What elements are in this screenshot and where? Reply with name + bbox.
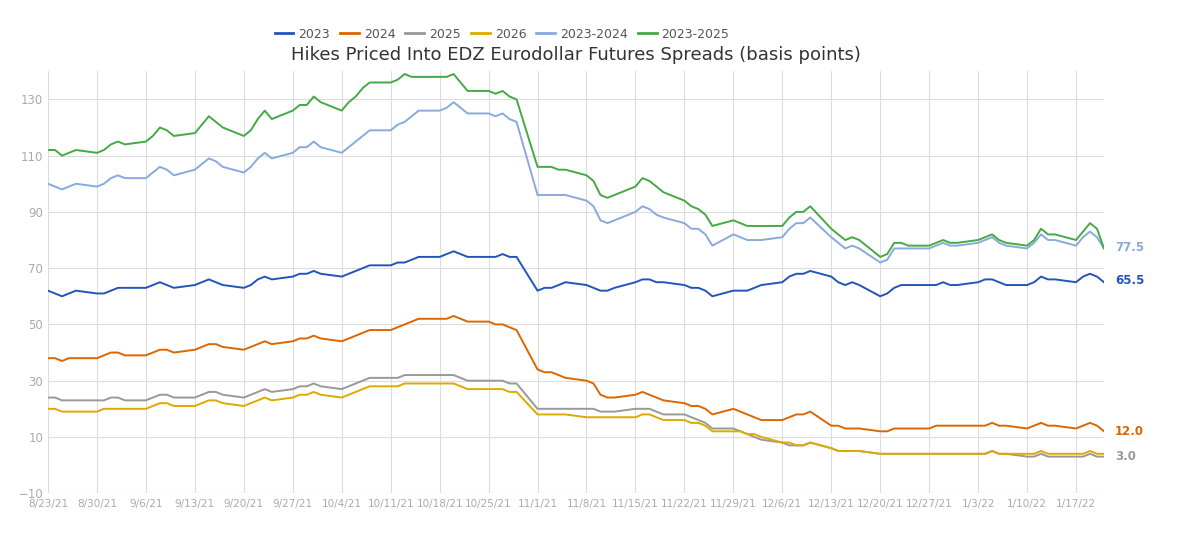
Text: 65.5: 65.5 <box>1115 275 1145 287</box>
Text: 3.0: 3.0 <box>1115 450 1136 463</box>
Legend: 2023, 2024, 2025, 2026, 2023-2024, 2023-2025: 2023, 2024, 2025, 2026, 2023-2024, 2023-… <box>270 22 734 45</box>
Line: 2024: 2024 <box>48 316 1104 431</box>
Line: 2023-2024: 2023-2024 <box>48 102 1104 262</box>
Title: Hikes Priced Into EDZ Eurodollar Futures Spreads (basis points): Hikes Priced Into EDZ Eurodollar Futures… <box>292 46 860 64</box>
Line: 2025: 2025 <box>48 375 1104 456</box>
Line: 2023: 2023 <box>48 252 1104 296</box>
Text: 12.0: 12.0 <box>1115 425 1144 438</box>
Line: 2023-2025: 2023-2025 <box>48 74 1104 257</box>
Text: 77.5: 77.5 <box>1115 241 1145 254</box>
Line: 2026: 2026 <box>48 384 1104 454</box>
